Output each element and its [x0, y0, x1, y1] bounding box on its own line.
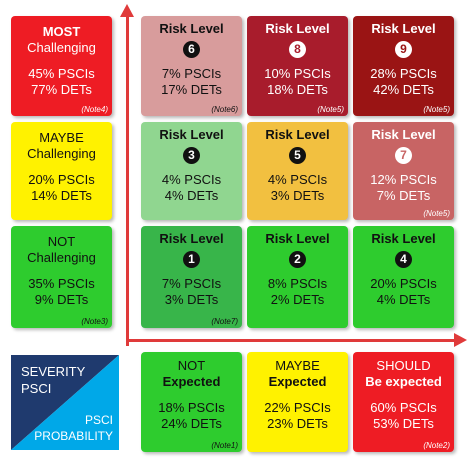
risk-pscis: 10% PSCIs [264, 66, 331, 81]
risk-cell-level-5: Risk Level 5 4% PSCIs 3% DETs [247, 122, 348, 220]
severity-pscis: 45% PSCIs [28, 66, 95, 81]
risk-dets: 4% DETs [164, 188, 219, 203]
risk-cell-level-6: Risk Level 6 7% PSCIs 17% DETs (Note6) [141, 16, 242, 116]
risk-pscis: 12% PSCIs [370, 172, 437, 187]
risk-dets: 2% DETs [270, 292, 325, 307]
legend-severity: SEVERITY PSCI [21, 363, 85, 397]
severity-axis [126, 16, 129, 346]
severity-label-2: Challenging [27, 146, 96, 161]
probability-maybe-expected: MAYBE Expected 22% PSCIs 23% DETs [247, 352, 348, 452]
risk-level-title: Risk Level [371, 127, 436, 142]
risk-pscis: 7% PSCIs [161, 66, 222, 81]
risk-level-number: 2 [289, 251, 306, 268]
risk-level-title: Risk Level [265, 231, 330, 246]
probability-label-2: Expected [268, 374, 327, 389]
probability-label-2: Expected [162, 374, 221, 389]
risk-dets: 3% DETs [164, 292, 219, 307]
severity-dets: 9% DETs [34, 292, 89, 307]
risk-pscis: 4% PSCIs [161, 172, 222, 187]
risk-cell-level-8: Risk Level 8 10% PSCIs 18% DETs (Note5) [247, 16, 348, 116]
severity-note: (Note3) [81, 317, 108, 326]
probability-pscis: 18% PSCIs [158, 400, 225, 415]
risk-cell-level-7: Risk Level 7 12% PSCIs 7% DETs (Note5) [353, 122, 454, 220]
risk-note: (Note5) [423, 209, 450, 218]
probability-dets: 23% DETs [267, 416, 328, 431]
risk-cell-level-9: Risk Level 9 28% PSCIs 42% DETs (Note5) [353, 16, 454, 116]
probability-pscis: 60% PSCIs [370, 400, 437, 415]
risk-cell-level-2: Risk Level 2 8% PSCIs 2% DETs [247, 226, 348, 328]
legend-probability: PSCI PROBABILITY [34, 412, 113, 444]
risk-level-title: Risk Level [159, 127, 224, 142]
risk-level-title: Risk Level [371, 231, 436, 246]
legend-severity-line2: PSCI [21, 381, 52, 396]
severity-most-challenging: MOST Challenging 45% PSCIs 77% DETs (Not… [11, 16, 112, 116]
severity-not-challenging: NOT Challenging 35% PSCIs 9% DETs (Note3… [11, 226, 112, 328]
severity-maybe-challenging: MAYBE Challenging 20% PSCIs 14% DETs [11, 122, 112, 220]
risk-dets: 42% DETs [373, 82, 434, 97]
risk-note: (Note5) [317, 105, 344, 114]
legend-severity-line1: SEVERITY [21, 364, 86, 379]
legend-probability-line1: PSCI [84, 413, 113, 427]
risk-dets: 7% DETs [376, 188, 431, 203]
severity-dets: 14% DETs [31, 188, 92, 203]
severity-note: (Note4) [81, 105, 108, 114]
severity-label-2: Challenging [27, 250, 96, 265]
risk-dets: 17% DETs [161, 82, 222, 97]
risk-level-number: 7 [395, 147, 412, 164]
risk-level-number: 8 [289, 41, 306, 58]
risk-cell-level-3: Risk Level 3 4% PSCIs 4% DETs [141, 122, 242, 220]
risk-level-number: 1 [183, 251, 200, 268]
risk-level-title: Risk Level [371, 21, 436, 36]
probability-note: (Note2) [423, 441, 450, 450]
risk-level-title: Risk Level [159, 231, 224, 246]
risk-note: (Note7) [211, 317, 238, 326]
probability-axis-arrow-icon [454, 333, 467, 347]
risk-pscis: 20% PSCIs [370, 276, 437, 291]
probability-label-2: Be expected [365, 374, 442, 389]
risk-dets: 4% DETs [376, 292, 431, 307]
legend-probability-line2: PROBABILITY [34, 429, 113, 443]
risk-pscis: 28% PSCIs [370, 66, 437, 81]
probability-pscis: 22% PSCIs [264, 400, 331, 415]
risk-cell-level-4: Risk Level 4 20% PSCIs 4% DETs [353, 226, 454, 328]
axis-legend: SEVERITY PSCI PSCI PROBABILITY [11, 355, 119, 450]
severity-pscis: 35% PSCIs [28, 276, 95, 291]
risk-level-number: 6 [183, 41, 200, 58]
risk-pscis: 8% PSCIs [267, 276, 328, 291]
probability-label-1: SHOULD [376, 358, 431, 373]
risk-dets: 3% DETs [270, 188, 325, 203]
severity-pscis: 20% PSCIs [28, 172, 95, 187]
risk-level-title: Risk Level [159, 21, 224, 36]
severity-label-1: NOT [47, 234, 76, 249]
risk-level-number: 3 [183, 147, 200, 164]
severity-dets: 77% DETs [31, 82, 92, 97]
probability-label-1: MAYBE [275, 358, 320, 373]
risk-note: (Note6) [211, 105, 238, 114]
probability-dets: 53% DETs [373, 416, 434, 431]
risk-level-title: Risk Level [265, 127, 330, 142]
risk-level-title: Risk Level [265, 21, 330, 36]
risk-dets: 18% DETs [267, 82, 328, 97]
legend-background [11, 355, 119, 450]
severity-label-2: Challenging [27, 40, 96, 55]
probability-note: (Note1) [211, 441, 238, 450]
severity-axis-arrow-icon [120, 4, 134, 17]
risk-cell-level-1: Risk Level 1 7% PSCIs 3% DETs (Note7) [141, 226, 242, 328]
risk-level-number: 4 [395, 251, 412, 268]
risk-level-number: 5 [289, 147, 306, 164]
severity-label-1: MOST [42, 24, 81, 39]
probability-label-1: NOT [177, 358, 206, 373]
risk-pscis: 7% PSCIs [161, 276, 222, 291]
severity-label-1: MAYBE [39, 130, 84, 145]
probability-should-be-expected: SHOULD Be expected 60% PSCIs 53% DETs (N… [353, 352, 454, 452]
risk-note: (Note5) [423, 105, 450, 114]
probability-not-expected: NOT Expected 18% PSCIs 24% DETs (Note1) [141, 352, 242, 452]
probability-dets: 24% DETs [161, 416, 222, 431]
risk-level-number: 9 [395, 41, 412, 58]
risk-pscis: 4% PSCIs [267, 172, 328, 187]
probability-axis [126, 339, 456, 342]
